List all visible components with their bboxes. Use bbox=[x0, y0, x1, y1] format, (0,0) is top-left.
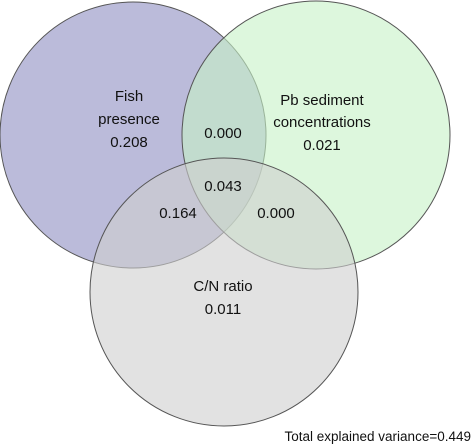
fish-presence-value: 0.208 bbox=[110, 134, 148, 151]
pb-sediment-label-line1: Pb sediment bbox=[280, 92, 364, 109]
intersection-pb-cn-value: 0.000 bbox=[257, 205, 295, 222]
intersection-fish-pb-value: 0.000 bbox=[204, 125, 242, 142]
cn-ratio-value: 0.011 bbox=[205, 301, 241, 318]
intersection-all-three-value: 0.043 bbox=[204, 178, 242, 195]
total-explained-variance: Total explained variance=0.449 bbox=[284, 429, 471, 444]
pb-sediment-value: 0.021 bbox=[303, 137, 341, 154]
fish-presence-label-line1: Fish bbox=[115, 88, 143, 105]
intersection-fish-cn-value: 0.164 bbox=[159, 205, 197, 222]
cn-ratio-label: C/N ratio bbox=[193, 278, 252, 295]
venn-circles bbox=[0, 0, 451, 427]
fish-presence-label-line2: presence bbox=[98, 111, 160, 128]
circle-cn-ratio bbox=[89, 157, 359, 427]
pb-sediment-label-line2: concentrations bbox=[273, 114, 371, 131]
